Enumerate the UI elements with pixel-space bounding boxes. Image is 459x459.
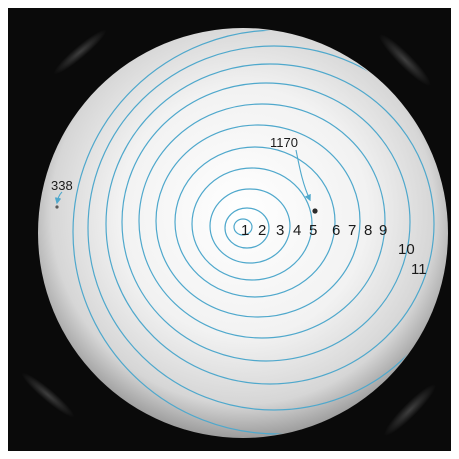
distance-ring-9 [105, 63, 435, 385]
ring-label-5: 5 [309, 222, 317, 239]
distance-ring-6 [155, 124, 361, 318]
ring-label-11: 11 [411, 261, 427, 278]
sun-disk [38, 28, 448, 438]
sunspot-338-label: 338 [51, 178, 73, 193]
ring-labels: 1 2 3 4 5 6 7 8 9 10 11 [241, 222, 427, 278]
ring-label-4: 4 [293, 222, 301, 239]
distance-ring-4 [191, 167, 313, 281]
sunspot-1170-label: 1170 [270, 135, 298, 150]
ring-label-9: 9 [379, 222, 387, 239]
ring-label-6: 6 [332, 222, 340, 239]
sunspot-1170-arrow [295, 149, 311, 202]
ring-label-8: 8 [364, 222, 372, 239]
distance-ring-2 [224, 207, 270, 249]
distance-ring-1 [233, 218, 253, 236]
sunspot-338-dot [55, 205, 59, 209]
sunspot-1170-dot [312, 208, 318, 214]
ring-label-10: 10 [398, 241, 415, 258]
ring-label-3: 3 [276, 222, 284, 239]
distance-ring-8 [121, 82, 411, 362]
corner-artifacts [21, 29, 436, 436]
distance-ring-5 [174, 146, 336, 298]
sunspot-338-arrow [54, 191, 63, 205]
ring-label-7: 7 [348, 222, 356, 239]
distance-ring-3 [209, 188, 291, 264]
distance-ring-10 [87, 45, 447, 411]
ring-label-2: 2 [258, 222, 266, 239]
distance-rings [72, 29, 447, 435]
distance-ring-7 [138, 103, 386, 339]
ring-label-1: 1 [241, 222, 249, 239]
